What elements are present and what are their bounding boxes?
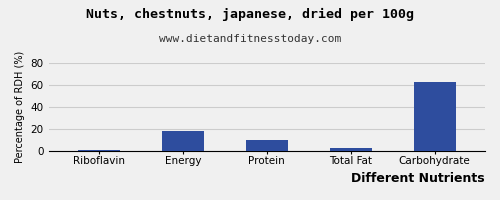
X-axis label: Different Nutrients: Different Nutrients	[352, 172, 485, 185]
Text: www.dietandfitnesstoday.com: www.dietandfitnesstoday.com	[159, 34, 341, 44]
Bar	[246, 140, 288, 151]
Bar	[414, 82, 456, 151]
Bar	[330, 148, 372, 151]
Text: Nuts, chestnuts, japanese, dried per 100g: Nuts, chestnuts, japanese, dried per 100…	[86, 8, 414, 21]
Bar	[78, 150, 120, 151]
Bar	[162, 131, 204, 151]
Y-axis label: Percentage of RDH (%): Percentage of RDH (%)	[15, 51, 25, 163]
